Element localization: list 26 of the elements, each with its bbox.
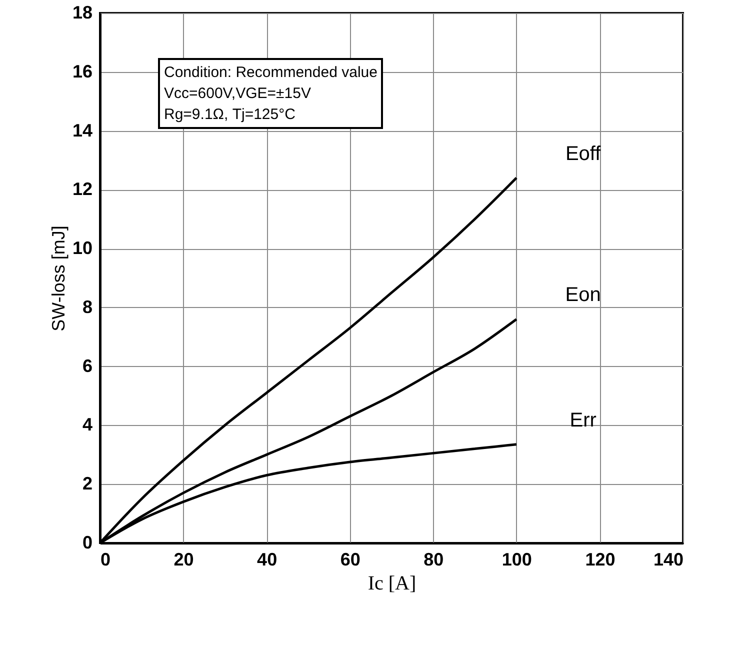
annotation: Condition: Recommended value (164, 63, 378, 83)
y-tick-label: 12 (72, 179, 92, 200)
annotation: Vcc=600V,VGE=±15V (164, 84, 312, 104)
y-tick-label: 0 (82, 532, 92, 552)
y-tick-label: 8 (82, 296, 92, 317)
x-tick-label: 40 (257, 550, 278, 570)
y-tick-label: 10 (72, 238, 92, 258)
x-axis-title: Ic [A] (368, 572, 416, 594)
annotation: Rg=9.1Ω, Tj=125°C (164, 105, 296, 125)
x-tick-label: 20 (174, 550, 194, 570)
y-axis-title: SW-loss [mJ] (48, 226, 68, 332)
y-tick-label: 18 (72, 2, 92, 22)
x-tick-label: 120 (585, 550, 616, 570)
x-tick-label: 100 (502, 550, 532, 570)
y-tick-label: 2 (82, 474, 92, 494)
x-tick-label: 60 (340, 550, 360, 570)
text: Eoff (565, 142, 602, 165)
x-tick-label: 140 (653, 550, 684, 570)
x-tick-label: 0 (100, 550, 111, 570)
y-tick-label: 16 (72, 61, 92, 82)
x-tick-label: 80 (424, 550, 444, 570)
y-tick-label: 4 (82, 414, 92, 435)
y-tick-label: 14 (72, 120, 92, 140)
text: Err (570, 409, 597, 432)
text: Eon (565, 284, 601, 306)
y-tick-label: 6 (82, 356, 92, 376)
